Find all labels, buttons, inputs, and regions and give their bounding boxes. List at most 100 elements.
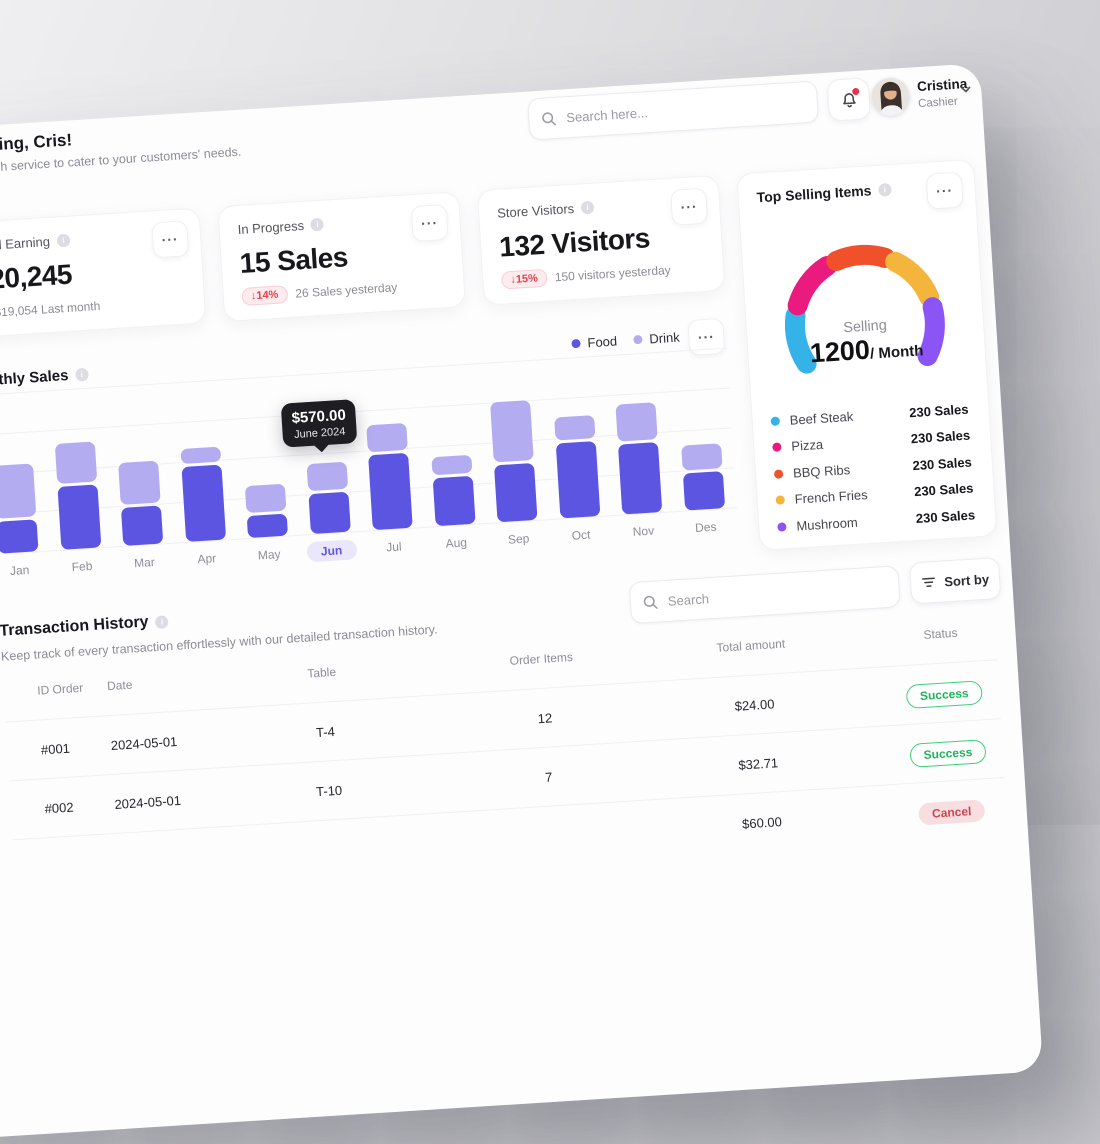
info-icon: i	[310, 217, 325, 232]
tooltip-value: $570.00	[291, 406, 347, 428]
bar-drink-des[interactable]	[680, 442, 723, 471]
bar-drink-feb[interactable]	[54, 441, 97, 484]
gauge-segment-mushroom	[917, 297, 945, 367]
notifications-button[interactable]	[826, 77, 872, 122]
info-icon: i	[56, 233, 71, 248]
bar-drink-may[interactable]	[244, 483, 287, 514]
legend-dot	[571, 338, 581, 349]
cell-table: T-10	[315, 782, 343, 800]
bar-food-sep[interactable]	[494, 462, 538, 523]
gauge-segment-french-fries	[885, 251, 940, 308]
cell-items: 7	[544, 769, 553, 785]
legend-dot	[773, 468, 784, 479]
legend-food[interactable]: Food	[571, 333, 618, 351]
item-name: Beef Steak	[789, 408, 854, 428]
bar-food-may[interactable]	[246, 513, 289, 539]
month-label-des[interactable]: Des	[694, 519, 717, 535]
transactions-search[interactable]	[628, 565, 901, 625]
month-label-may[interactable]: May	[257, 547, 281, 563]
bar-drink-oct[interactable]	[553, 415, 596, 441]
sort-by-button[interactable]: Sort by	[908, 556, 1002, 605]
user-menu[interactable]: Cristina Cashier	[870, 72, 982, 119]
month-label-jun[interactable]: Jun	[305, 539, 358, 563]
bar-drink-jan[interactable]	[0, 463, 37, 520]
month-label-feb[interactable]: Feb	[71, 558, 93, 575]
card-top-selling: Top Selling Items i ··· Selling 1200/ Mon…	[736, 158, 998, 551]
column-header-table: Table	[306, 664, 337, 681]
card-title: Top Selling Items	[756, 182, 872, 206]
transactions-search-input[interactable]	[665, 578, 887, 610]
cell-table	[286, 818, 380, 883]
info-icon: i	[74, 367, 89, 382]
bar-food-feb[interactable]	[57, 484, 101, 550]
bar-drink-aug[interactable]	[430, 454, 472, 476]
cell-table: T-4	[315, 723, 336, 741]
global-search[interactable]	[527, 80, 820, 141]
bar-food-mar[interactable]	[120, 505, 164, 546]
legend-label: Food	[587, 333, 618, 351]
month-label-oct[interactable]: Oct	[571, 527, 591, 543]
bar-food-jun[interactable]	[307, 491, 351, 535]
bar-food-aug[interactable]	[432, 475, 476, 527]
card-value: 132 Visitors	[498, 222, 651, 263]
month-label-jul[interactable]: Jul	[385, 539, 403, 555]
monthly-sales-title: Monthly Sales	[0, 367, 69, 391]
info-icon: i	[580, 200, 595, 215]
bar-food-jan[interactable]	[0, 519, 39, 554]
bar-drink-mar[interactable]	[118, 460, 161, 505]
search-input[interactable]	[563, 93, 806, 126]
card-value: $20,245	[0, 258, 73, 296]
top-selling-item[interactable]: Mushroom 230 Sales	[777, 504, 976, 536]
legend-dot	[772, 442, 782, 452]
item-sales: 230 Sales	[912, 453, 973, 473]
trend-down-badge: ↓14%	[241, 285, 288, 306]
month-label-apr[interactable]: Apr	[197, 551, 217, 567]
bar-food-nov[interactable]	[617, 442, 663, 515]
legend-drink[interactable]: Drink	[633, 330, 680, 348]
legend-dot	[770, 415, 781, 426]
bar-food-oct[interactable]	[555, 441, 600, 519]
ellipsis-button[interactable]: ···	[670, 187, 709, 226]
ellipsis-button[interactable]: ···	[410, 203, 449, 243]
notification-dot	[852, 87, 860, 96]
item-name: French Fries	[794, 487, 869, 507]
ellipsis-button[interactable]: ···	[151, 220, 190, 259]
cell-amount: $24.00	[734, 696, 775, 714]
item-sales: 230 Sales	[908, 401, 969, 420]
column-header-date: Date	[106, 677, 133, 694]
bar-drink-nov[interactable]	[615, 402, 658, 442]
month-label-mar[interactable]: Mar	[133, 554, 156, 571]
gauge-unit: / Month	[869, 342, 924, 363]
legend-dot	[775, 495, 786, 505]
filter-lines-icon	[921, 575, 937, 590]
bar-food-des[interactable]	[682, 471, 725, 511]
card-total-earning: Total Earning i ··· $20,245 $19,054 Last …	[0, 207, 207, 341]
cell-date	[116, 826, 249, 893]
cell-status: Success	[891, 719, 1004, 785]
month-label-aug[interactable]: Aug	[445, 535, 468, 551]
card-value: 15 Sales	[238, 241, 349, 279]
chart-tooltip: $570.00 June 2024	[280, 399, 358, 448]
cell-date: 2024-05-01	[114, 792, 182, 812]
search-icon	[541, 110, 557, 126]
month-label-jan[interactable]: Jan	[9, 562, 30, 579]
bar-drink-jul[interactable]	[366, 423, 408, 453]
bell-icon	[839, 89, 859, 109]
item-sales: 230 Sales	[910, 427, 971, 447]
column-header-id-order: ID Order	[36, 680, 84, 698]
legend-dot	[777, 521, 787, 532]
bar-drink-apr[interactable]	[179, 446, 221, 465]
cell-amount: $32.71	[737, 755, 779, 773]
card-sub: $19,054 Last month	[0, 298, 101, 320]
column-header-total-amount: Total amount	[716, 636, 786, 655]
bar-drink-jun[interactable]	[306, 461, 348, 492]
bar-food-jul[interactable]	[368, 453, 413, 531]
month-label-sep[interactable]: Sep	[507, 531, 530, 547]
month-label-nov[interactable]: Nov	[632, 523, 655, 539]
gauge-value: 1200	[808, 334, 871, 369]
bar-drink-sep[interactable]	[490, 400, 534, 463]
info-icon: i	[155, 614, 169, 629]
status-badge: Success	[908, 738, 987, 768]
cell-status: Success	[887, 660, 1000, 726]
bar-food-apr[interactable]	[181, 464, 226, 542]
